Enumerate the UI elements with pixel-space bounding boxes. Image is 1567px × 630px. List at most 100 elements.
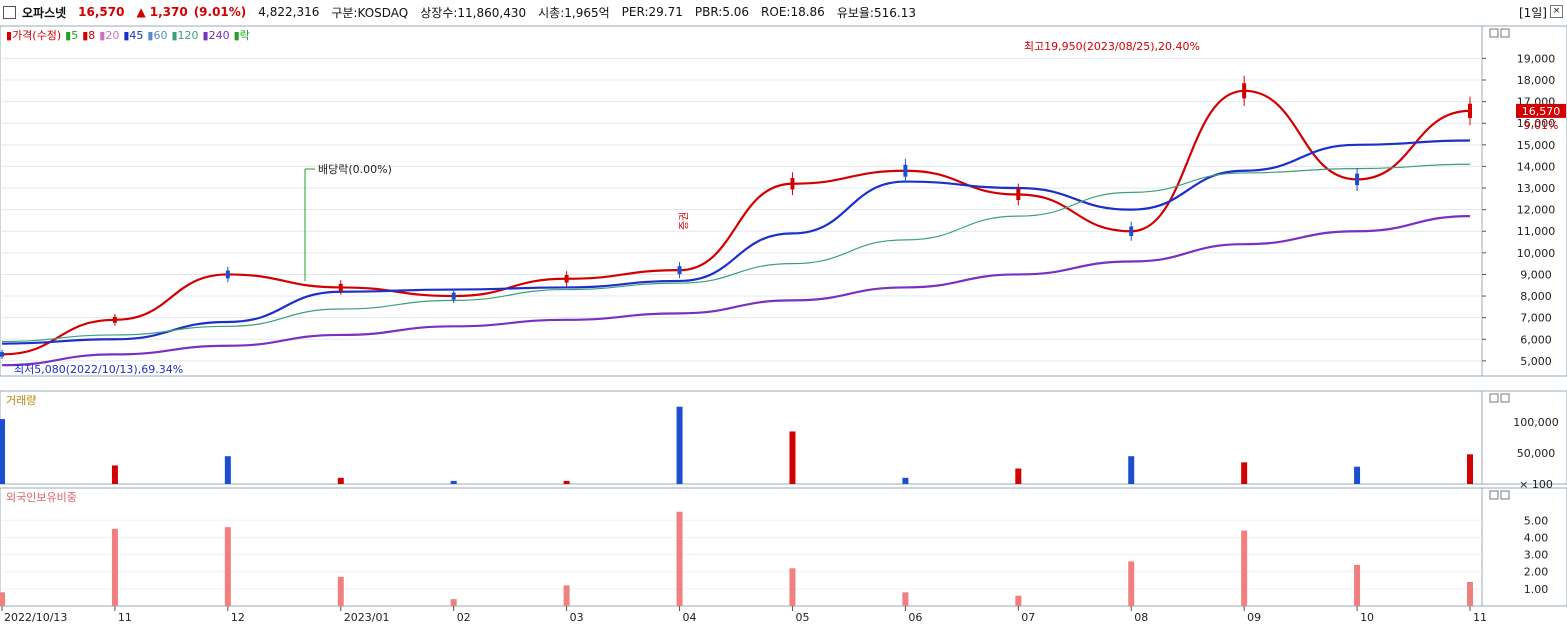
volume-panel — [0, 390, 1567, 485]
candle-body — [1129, 226, 1134, 236]
market-cap: 시총:1,965억 — [538, 5, 610, 20]
volume-bar — [563, 480, 570, 484]
foreign-panel-maximize-icon[interactable] — [1500, 490, 1510, 500]
foreign-panel-minimize-icon[interactable] — [1489, 490, 1499, 500]
pbr-value: PBR:5.06 — [694, 5, 750, 19]
x-tick-label: 02 — [457, 611, 471, 624]
volume-bar — [1128, 456, 1135, 484]
foreign-ratio-bar — [1128, 561, 1135, 606]
foreign-ratio-bar — [563, 585, 570, 606]
foreign-ratio-bar — [337, 576, 344, 606]
price-tick-label: 14,000 — [1517, 160, 1556, 173]
candle-body — [225, 270, 230, 279]
foreign-ratio-bar — [902, 592, 909, 606]
float-ratio: 유보율:516.13 — [836, 5, 916, 20]
candle-body — [0, 352, 4, 357]
change-amount: 1,370 — [149, 5, 188, 19]
select-checkbox[interactable] — [3, 5, 16, 19]
legend-marker: ▮ — [65, 29, 71, 42]
legend-label: 240 — [209, 29, 230, 42]
stock-header-bar: 오파스넷 16,570 ▲ 1,370 (9.01%) 4,822,316 구분:K… — [0, 0, 1567, 25]
period-selector[interactable]: [1일] — [1518, 6, 1547, 20]
legend-label: 5 — [71, 29, 78, 42]
candle-body — [790, 178, 795, 190]
stock-name: 오파스넷 — [22, 5, 67, 20]
foreign-ratio-bar — [1354, 564, 1361, 606]
foreign-ratio-bar — [450, 599, 457, 606]
legend-label: 20 — [105, 29, 119, 42]
price-tick-label: 13,000 — [1517, 182, 1556, 195]
foreign-ratio-bar — [1015, 595, 1022, 606]
x-tick-label: 11 — [118, 611, 132, 624]
foreign-ratio-bar — [1241, 530, 1248, 606]
legend-label: 8 — [88, 29, 95, 42]
legend-marker: ▮ — [147, 29, 153, 42]
x-tick-label: 2022/10/13 — [4, 611, 67, 624]
price-tick-label: 12,000 — [1517, 204, 1556, 217]
legend-label: 60 — [153, 29, 167, 42]
market-type: 구분:KOSDAQ — [331, 5, 409, 20]
legend-marker: ▮ — [171, 29, 177, 42]
x-tick-label: 04 — [683, 611, 697, 624]
legend-label: 가격(수정) — [12, 29, 61, 42]
candle-body — [1016, 189, 1021, 201]
current-pct-tag-label: 9.01% — [1524, 119, 1559, 132]
x-tick-label: 05 — [795, 611, 809, 624]
candle-body — [451, 292, 456, 300]
foreign-tick-label: 1.00 — [1524, 583, 1549, 596]
volume-bar — [789, 431, 796, 484]
legend-label: 45 — [129, 29, 143, 42]
volume-panel-minimize-icon[interactable] — [1489, 393, 1499, 403]
foreign-panel — [0, 487, 1567, 607]
close-icon[interactable]: × — [1550, 5, 1563, 18]
x-tick-label: 2023/01 — [344, 611, 390, 624]
price-legend: ▮가격(수정) ▮5 ▮8 ▮20 ▮45 ▮60 ▮120 ▮240 ▮락 — [6, 29, 250, 42]
series-line-ma240 — [1, 215, 1471, 367]
candle-body — [903, 164, 908, 177]
price-tick-label: 19,000 — [1517, 52, 1556, 65]
volume-bar — [1015, 468, 1022, 484]
volume-bar — [450, 480, 457, 484]
foreign-tick-label: 5.00 — [1524, 514, 1549, 527]
price-panel-maximize-icon[interactable] — [1500, 28, 1510, 38]
price-tick-label: 8,000 — [1520, 290, 1552, 303]
foreign-ratio-bar — [789, 568, 796, 606]
candle-body — [1242, 83, 1247, 99]
volume-bar — [676, 406, 683, 484]
price-panel-minimize-icon[interactable] — [1489, 28, 1499, 38]
series-line-ma120 — [1, 163, 1471, 343]
price-panel — [0, 25, 1567, 377]
candle-body — [1468, 103, 1472, 119]
x-tick-label: 07 — [1021, 611, 1035, 624]
candle-body — [112, 316, 117, 323]
foreign-ratio-bar — [676, 511, 683, 606]
foreign-tick-label: 4.00 — [1524, 531, 1549, 544]
legend-marker: ▮ — [234, 29, 240, 42]
current-price-tag — [1516, 103, 1566, 118]
volume-tick-label: 50,000 — [1517, 447, 1556, 460]
price-tick-label: 7,000 — [1520, 312, 1552, 325]
legend-marker: ▮ — [99, 29, 105, 42]
listed-shares: 상장수:11,860,430 — [420, 5, 527, 20]
legend-label: 락 — [240, 29, 250, 42]
roe-value: ROE:18.86 — [761, 5, 825, 19]
price-tick-label: 15,000 — [1517, 139, 1556, 152]
volume-panel-maximize-icon[interactable] — [1500, 393, 1510, 403]
volume-bar — [902, 477, 909, 484]
price-tick-label: 11,000 — [1517, 225, 1556, 238]
x-tick-label: 12 — [231, 611, 245, 624]
current-price: 16,570 — [78, 5, 125, 19]
foreign-ratio-bar — [1467, 582, 1473, 606]
legend-label: 120 — [178, 29, 199, 42]
volume-bar — [1467, 454, 1473, 484]
candle-body — [677, 266, 682, 275]
dividend-annotation: 배당락(0.00%) — [318, 163, 392, 176]
current-price-tag-label: 16,570 — [1522, 105, 1561, 118]
foreign-panel-title: 외국인보유비중 — [6, 491, 77, 504]
per-value: PER:29.71 — [621, 5, 683, 19]
foreign-ratio-bar — [224, 527, 231, 606]
candle-body — [338, 283, 343, 292]
volume-panel-title: 거래량 — [6, 394, 36, 407]
price-tick-label: 16,000 — [1517, 117, 1556, 130]
candle-body — [1355, 173, 1360, 186]
